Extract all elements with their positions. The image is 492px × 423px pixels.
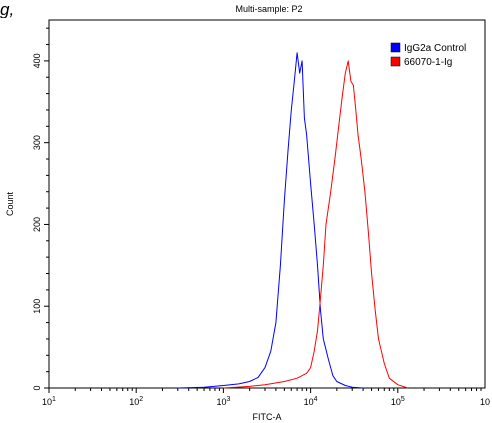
legend-swatch-66070 [390,56,401,67]
x-tick-label: 101 [42,396,56,407]
x-axis-title: FITC-A [253,412,282,422]
y-tick-label: 100 [32,299,42,314]
chart-title: Multi-sample: P2 [235,4,302,14]
x-tick-label: 105 [391,396,405,407]
legend-label-igg2a: IgG2a Control [404,43,466,54]
y-axis-title: Count [5,192,15,217]
series-line-igg2a-control [177,52,364,389]
series-line-66070-1-ig [223,60,408,389]
y-axis: 0 100 200 300 400 [32,27,49,391]
series-layer [177,52,408,389]
x-tick-label: 103 [216,396,230,407]
legend-swatch-igg2a [390,42,401,53]
corner-text: g, [0,0,15,18]
x-tick-label: 10 [480,397,490,407]
x-tick-label: 102 [129,396,143,407]
y-tick-label: 300 [32,135,42,150]
legend-label-66070: 66070-1-Ig [404,57,452,68]
plot-frame [48,19,486,389]
x-tick-label: 104 [304,396,318,407]
y-tick-label: 0 [32,385,42,390]
y-tick-label: 200 [32,217,42,232]
x-axis: 101 102 103 104 105 10 [42,388,490,407]
y-tick-label: 400 [32,53,42,68]
legend: IgG2a Control 66070-1-Ig [390,42,466,68]
